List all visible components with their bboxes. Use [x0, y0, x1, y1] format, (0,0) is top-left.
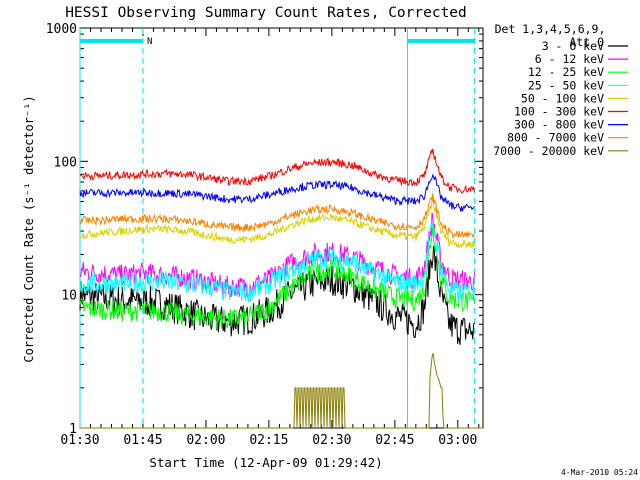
- series-line: [79, 193, 475, 239]
- legend-entry-label: 100 - 300 keV: [514, 105, 604, 119]
- series-line: [79, 173, 475, 212]
- plot-area: 1 10 100 1000 01:30 01:45 02:00 02:15 02:30 02:45…: [46, 22, 484, 448]
- night-flag-label: N: [147, 37, 152, 47]
- series-line: [79, 246, 475, 345]
- x-tick-label: 02:30: [312, 433, 351, 448]
- generation-timestamp: 4-Mar-2010 05:24: [561, 468, 638, 477]
- series-line: [79, 148, 475, 194]
- legend-entry-label: 6 - 12 keV: [535, 52, 604, 66]
- legend-header-line2: Att 0: [569, 35, 604, 49]
- x-tick-label: 03:00: [438, 433, 477, 448]
- legend-entry-label: 7000 - 20000 keV: [493, 144, 604, 158]
- x-tick-label: 01:30: [60, 433, 99, 448]
- x-tick-label: 02:00: [186, 433, 225, 448]
- legend-entry-label: 800 - 7000 keV: [507, 131, 604, 145]
- series-line: [79, 198, 475, 249]
- series-line: [79, 222, 475, 303]
- legend-entry-label: 25 - 50 keV: [528, 78, 604, 92]
- x-axis-label: Start Time (12-Apr-09 01:29:42): [149, 455, 382, 470]
- y-tick-label: 1000: [46, 22, 77, 37]
- x-tick-label: 01:45: [123, 433, 162, 448]
- chart-title: HESSI Observing Summary Count Rates, Cor…: [65, 5, 467, 21]
- x-tick-label: 02:45: [375, 433, 414, 448]
- x-tick-label: 02:15: [249, 433, 288, 448]
- series-line: [80, 352, 483, 429]
- y-axis-label: Corrected Count Rate (s⁻¹ detector⁻¹): [22, 95, 36, 362]
- legend-entry-label: 300 - 800 keV: [514, 118, 604, 132]
- y-tick-label: 100: [54, 155, 77, 170]
- legend-entry-label: 12 - 25 keV: [528, 65, 604, 79]
- legend-entry-label: 3 - 6 keV: [542, 39, 604, 53]
- legend-entry-label: 50 - 100 keV: [521, 91, 604, 105]
- y-tick-label: 10: [61, 289, 77, 304]
- legend-header-line1: Det 1,3,4,5,6,9,: [495, 22, 606, 36]
- series-line: [79, 223, 475, 329]
- y-tick-label: 1: [69, 422, 77, 437]
